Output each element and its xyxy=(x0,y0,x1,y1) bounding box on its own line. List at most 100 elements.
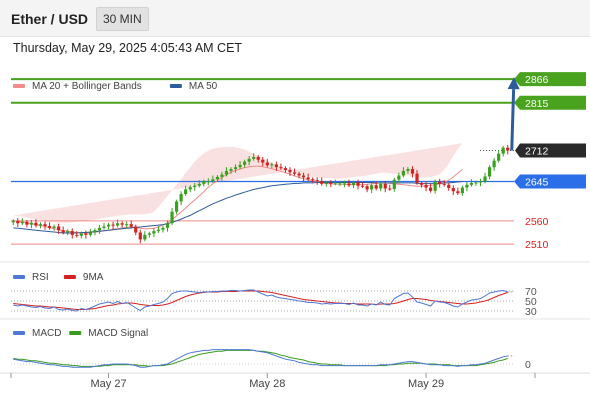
candle xyxy=(265,158,269,168)
candle xyxy=(233,164,238,173)
candle xyxy=(383,181,387,193)
candle xyxy=(324,181,328,187)
candle xyxy=(279,163,283,170)
candle xyxy=(270,162,274,169)
candle-body xyxy=(25,221,29,225)
ma50-line xyxy=(13,181,463,234)
candle xyxy=(197,180,201,188)
candle xyxy=(25,220,29,228)
main-legend-swatch xyxy=(13,84,25,88)
candle xyxy=(447,182,451,191)
candle-body xyxy=(397,175,401,180)
candle-body xyxy=(125,224,129,226)
candle xyxy=(179,191,183,206)
candle-body xyxy=(447,184,451,189)
candle-body xyxy=(469,182,474,185)
candle-body xyxy=(220,174,224,177)
candle-body xyxy=(152,231,156,234)
candle-body xyxy=(329,182,333,184)
bollinger-band-fill xyxy=(13,143,463,223)
candle xyxy=(297,171,301,179)
candle xyxy=(301,172,306,182)
candle xyxy=(333,179,337,186)
candle xyxy=(20,218,24,226)
candle xyxy=(116,219,120,228)
candle-body xyxy=(143,234,147,240)
pivot-label: 2645 xyxy=(525,177,549,189)
candle-body xyxy=(433,181,437,191)
rsi-tick-label: 50 xyxy=(525,296,537,308)
candle-body xyxy=(165,223,170,228)
candle-body xyxy=(111,224,115,226)
candle-body xyxy=(156,229,161,232)
candle-body xyxy=(279,167,283,169)
chart-header: Ether / USD 30 MIN xyxy=(0,0,590,37)
macd-legend-swatch xyxy=(13,331,25,335)
macd-legend-swatch xyxy=(69,331,82,335)
candle xyxy=(374,181,378,191)
candle-body xyxy=(338,183,342,185)
candle xyxy=(138,229,142,244)
candle-body xyxy=(506,147,510,151)
x-tick-label: May 29 xyxy=(408,378,444,390)
candle xyxy=(93,228,97,236)
resistance-label: 2866 xyxy=(525,74,549,86)
candle xyxy=(487,165,492,180)
candle xyxy=(474,180,478,186)
candle-body xyxy=(52,226,56,228)
candle xyxy=(442,180,446,187)
candle-body xyxy=(370,185,374,190)
candle-body xyxy=(43,224,47,227)
candle xyxy=(433,179,437,194)
candle-body xyxy=(120,223,124,225)
candle-body xyxy=(256,156,260,160)
projection-arrow-shaft xyxy=(510,89,516,151)
candle xyxy=(410,166,415,178)
candle-body xyxy=(274,164,278,168)
main-legend-label: MA 20 + Bollinger Bands xyxy=(32,81,142,92)
candle-body xyxy=(106,224,111,227)
candle xyxy=(247,156,251,166)
candle-body xyxy=(424,184,428,188)
candle-body xyxy=(243,161,247,165)
candle xyxy=(165,220,170,232)
candle xyxy=(465,182,469,192)
candle xyxy=(379,182,383,192)
candle xyxy=(16,218,20,227)
candle xyxy=(206,178,210,186)
candle-body xyxy=(270,164,274,166)
candle xyxy=(156,226,161,233)
candle xyxy=(483,172,487,184)
candle xyxy=(370,182,374,194)
candle-body xyxy=(483,176,487,182)
candle-body xyxy=(501,147,505,154)
candle xyxy=(401,167,405,178)
candle xyxy=(215,175,220,182)
instrument-title: Ether / USD xyxy=(11,11,89,27)
candle xyxy=(460,185,464,196)
rsi-9ma-line xyxy=(13,290,508,310)
candle-body xyxy=(134,226,138,233)
candle-body xyxy=(379,183,383,189)
candle-body xyxy=(66,231,70,233)
candle-body xyxy=(38,224,43,226)
candle xyxy=(252,153,256,161)
candle xyxy=(497,150,501,163)
candle xyxy=(238,161,242,170)
candle xyxy=(438,178,442,188)
candle xyxy=(392,177,396,192)
candle xyxy=(193,182,197,191)
timeframe-button[interactable]: 30 MIN xyxy=(96,7,149,31)
candle-body xyxy=(229,169,233,171)
resistance-tag xyxy=(514,95,586,110)
candle-body xyxy=(365,186,369,190)
candle-body xyxy=(47,226,52,228)
candle-body xyxy=(283,168,288,170)
candle-body xyxy=(61,230,65,233)
candle-body xyxy=(497,153,501,161)
candle xyxy=(288,167,292,176)
candle-body xyxy=(29,222,34,225)
candle xyxy=(360,182,365,189)
candle-body xyxy=(465,184,469,188)
candle-body xyxy=(188,187,192,190)
